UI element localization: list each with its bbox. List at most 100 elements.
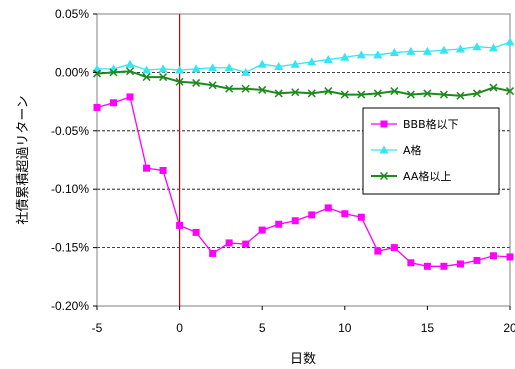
y-axis-title: 社債累積超過リターン [15,95,31,224]
legend-entry: BBB格以下 [371,117,459,131]
data-point [472,89,481,98]
y-tick-label: -0.15% [51,241,89,255]
data-point [224,63,234,72]
data-point [93,103,101,111]
series-layer [92,37,515,270]
data-point [390,244,398,252]
data-point [406,90,415,99]
data-point [357,213,365,221]
data-point [506,253,514,261]
y-tick-label: -0.20% [51,299,89,313]
data-point [473,256,481,264]
data-point [143,164,151,172]
plot-border [96,13,511,307]
data-point [423,89,432,98]
data-point [126,93,134,101]
data-point [422,46,432,55]
data-point [92,69,102,78]
data-point [109,68,118,77]
data-point [373,89,382,98]
data-point [456,91,465,100]
data-point [175,77,184,86]
y-tick-label: -0.05% [51,124,89,138]
data-point [125,59,135,68]
data-point [324,87,333,96]
data-point [323,55,333,64]
data-point [439,90,448,99]
series-triangle [92,37,515,76]
legend-entry: A格 [371,143,422,157]
data-point [159,73,168,82]
data-point [456,260,464,268]
data-point [472,42,482,51]
x-tick-label: 15 [421,321,435,335]
data-point [258,85,267,94]
y-tick-label: -0.10% [51,182,89,196]
data-point [208,63,218,72]
y-tick-label: 0.05% [55,7,89,21]
legend-label: BBB格以下 [403,117,459,131]
data-point [176,221,184,229]
legend-swatch-marker [379,171,389,181]
plot-area [96,13,511,307]
series-x [92,67,515,100]
data-point [241,84,250,93]
data-point [274,62,284,71]
data-point [209,249,217,257]
legend: BBB格以下 A格 AA格以上 [362,107,500,195]
y-axis: 0.05% 0.00% -0.05% -0.10% -0.15% -0.20% [51,7,97,313]
x-tick-label: -5 [92,321,103,335]
data-point [374,247,382,255]
data-point [158,64,168,73]
x-tick-label: 0 [176,321,183,335]
data-point [275,220,283,228]
data-point [324,204,332,212]
data-point [488,43,498,52]
data-point [340,52,350,61]
legend-swatch-marker [379,145,389,154]
data-point [505,87,515,96]
legend-label: AA格以上 [403,169,451,183]
data-point [489,83,498,92]
data-point [142,65,152,74]
data-point [192,78,201,87]
data-point [225,84,234,93]
data-point [389,48,399,57]
y-tick-label: 0.00% [55,65,89,79]
data-point [307,89,316,98]
data-point [110,99,118,107]
series-line [97,41,511,74]
data-point [192,228,200,236]
x-axis: -5 0 5 10 15 20 [92,306,515,335]
data-point [175,65,185,74]
data-point [357,90,366,99]
data-point [208,81,217,90]
data-point [390,87,399,96]
x-axis-title: 日数 [290,352,316,367]
x-tick-label: 10 [338,321,352,335]
data-point [356,50,366,59]
data-point [307,57,317,66]
data-point [455,44,465,53]
data-point [225,239,233,247]
data-point [126,67,135,76]
x-tick-label: 20 [503,321,515,335]
series-square [93,93,514,270]
data-point [290,59,300,68]
data-point [423,262,431,270]
data-point [258,226,266,234]
data-point [406,46,416,55]
grid-lines [97,72,510,249]
data-point [274,89,283,98]
legend-entry: AA格以上 [371,169,451,183]
legend-label: A格 [403,143,422,157]
data-point [242,240,250,248]
data-point [505,37,515,46]
data-point [159,167,167,175]
data-point [439,45,449,54]
data-point [257,59,267,68]
data-point [308,211,316,219]
x-tick-label: 5 [259,321,266,335]
data-point [489,252,497,260]
